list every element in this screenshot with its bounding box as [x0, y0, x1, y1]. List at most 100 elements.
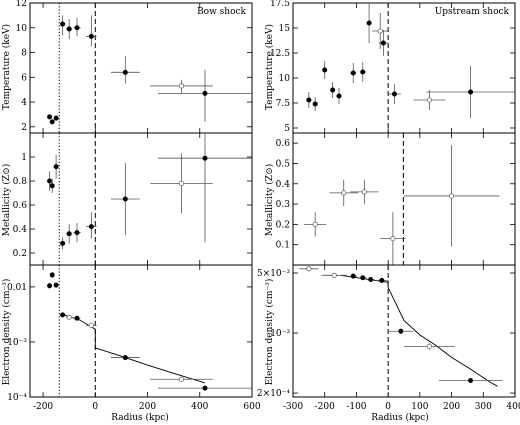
data-point-filled — [350, 273, 356, 279]
y-axis-label-metallicity-right: Metallicity (Z⊙) — [264, 164, 275, 236]
y-tick-label: 0.2 — [13, 249, 27, 259]
data-point-open — [426, 343, 432, 349]
y-tick-label: 4 — [21, 98, 27, 108]
data-point-open — [341, 190, 347, 196]
data-point-filled — [322, 67, 328, 73]
y-tick-label: 12.5 — [270, 49, 290, 59]
plot-frame — [292, 264, 516, 398]
data-point-filled — [88, 33, 94, 39]
data-point-filled — [360, 69, 366, 75]
data-point-filled — [47, 114, 53, 120]
data-point-open — [178, 376, 185, 382]
data-point-filled — [60, 312, 66, 318]
data-point-filled — [306, 97, 312, 103]
y-tick-label: 10⁻³ — [270, 329, 290, 339]
x-tick-label: 200 — [443, 402, 460, 412]
data-point-open — [88, 322, 94, 328]
data-point-open — [312, 221, 318, 227]
x-tick-label: 400 — [191, 402, 208, 412]
data-point-filled — [350, 70, 356, 76]
data-point-filled — [60, 240, 66, 246]
plot-frame — [29, 264, 253, 398]
data-point-filled — [66, 26, 72, 32]
panel-title-bow-shock: Bow shock — [197, 7, 246, 17]
y-tick-label: 10 — [16, 24, 28, 34]
data-point-filled — [202, 90, 208, 96]
data-point-filled — [49, 183, 55, 189]
y-tick-label: 0.6 — [13, 201, 28, 211]
y-tick-label: 5 — [284, 124, 290, 134]
data-point-filled — [66, 231, 72, 237]
data-point-filled — [380, 40, 386, 46]
data-point-open — [306, 266, 312, 272]
panel-title-upstream-shock: Upstream shock — [435, 7, 510, 17]
data-point-filled — [391, 91, 397, 97]
data-point-open — [449, 193, 455, 199]
panel-upstream-shock-density: -300 -200 -100 0 100 200 300 400 2×10⁻⁴ 10⁻³ 5×10⁻… — [257, 264, 520, 423]
data-point-filled — [88, 224, 94, 230]
plot-frame — [292, 2, 516, 134]
y-tick-label: 0.2 — [276, 220, 290, 230]
data-point-open — [178, 83, 185, 89]
data-point-filled — [468, 378, 474, 384]
data-point-filled — [47, 283, 53, 289]
data-point-filled — [360, 275, 366, 281]
y-axis-label-density-right: Electron density (cm⁻³) — [264, 279, 275, 386]
panel-upstream-shock-temperature: 5 7.5 10 12.5 15 17.5 Upstream shock Temperat… — [264, 0, 516, 134]
plot-frame — [292, 132, 516, 266]
y-tick-label: 15 — [279, 24, 291, 34]
x-tick-label: -300 — [283, 402, 303, 412]
data-point-filled — [74, 25, 80, 31]
y-tick-label: 0.5 — [276, 159, 291, 169]
data-point-filled — [122, 196, 128, 202]
data-point-filled — [379, 277, 385, 283]
x-tick-label: 100 — [411, 402, 428, 412]
data-point-filled — [336, 93, 342, 99]
data-point-filled — [366, 20, 372, 26]
data-point-filled — [368, 277, 374, 283]
x-tick-label: 400 — [506, 402, 520, 412]
x-axis-label-right: Radius (kpc) — [371, 412, 429, 423]
x-tick-label: -100 — [346, 402, 366, 412]
data-point-open — [178, 180, 185, 186]
y-tick-label: 7.5 — [276, 99, 291, 109]
y-axis-label-temperature-left: Temperature (keV) — [1, 24, 12, 110]
data-point-filled — [74, 315, 80, 321]
y-tick-label: 10⁻³ — [7, 338, 27, 348]
data-point-filled — [53, 164, 59, 170]
y-tick-label: 6 — [21, 73, 27, 83]
y-tick-label: 0.3 — [276, 200, 291, 210]
data-point-filled — [122, 355, 128, 361]
data-point-filled — [53, 115, 59, 121]
data-point-open — [377, 28, 383, 34]
data-point-open — [390, 236, 396, 242]
data-point-filled — [47, 178, 53, 184]
y-tick-label: 0.4 — [276, 180, 291, 190]
panel-bow-shock-metallicity: 0.2 0.4 0.6 0.8 1 Metallicity (Z⊙) — [1, 132, 253, 266]
panel-bow-shock-temperature: 2 4 6 8 10 12 Bow shock Temperature (keV) — [1, 0, 253, 134]
panel-upstream-shock-metallicity: 0.1 0.2 0.3 0.4 0.5 0.6 Metallicity (Z⊙) — [264, 132, 516, 266]
y-axis-label-density-left: Electron density (cm⁻³) — [1, 279, 12, 386]
y-tick-label: 8 — [21, 49, 27, 59]
data-point-filled — [468, 89, 474, 95]
panel-bow-shock-density: -200 0 200 400 600 10⁻⁴ 10⁻³ 0.01 Electron dens… — [1, 264, 261, 423]
data-point-filled — [60, 21, 66, 27]
x-tick-label: -200 — [315, 402, 335, 412]
y-tick-label: 10 — [279, 74, 291, 84]
data-point-filled — [202, 155, 208, 161]
y-axis-label-temperature-right: Temperature (keV) — [264, 24, 275, 110]
y-tick-label: 17.5 — [270, 0, 290, 9]
y-tick-label: 5×10⁻³ — [257, 269, 290, 279]
data-point-filled — [53, 282, 59, 288]
y-tick-label: 0.4 — [13, 225, 28, 235]
x-axis-label-left: Radius (kpc) — [111, 412, 169, 423]
x-tick-label: 0 — [92, 402, 98, 412]
y-tick-label: 2 — [21, 123, 27, 133]
data-point-filled — [49, 119, 55, 125]
y-tick-label: 10⁻⁴ — [7, 393, 27, 403]
data-point-filled — [49, 272, 55, 278]
model-curve — [340, 274, 498, 387]
y-axis-label-metallicity-left: Metallicity (Z⊙) — [1, 164, 12, 236]
model-curve — [61, 313, 206, 384]
